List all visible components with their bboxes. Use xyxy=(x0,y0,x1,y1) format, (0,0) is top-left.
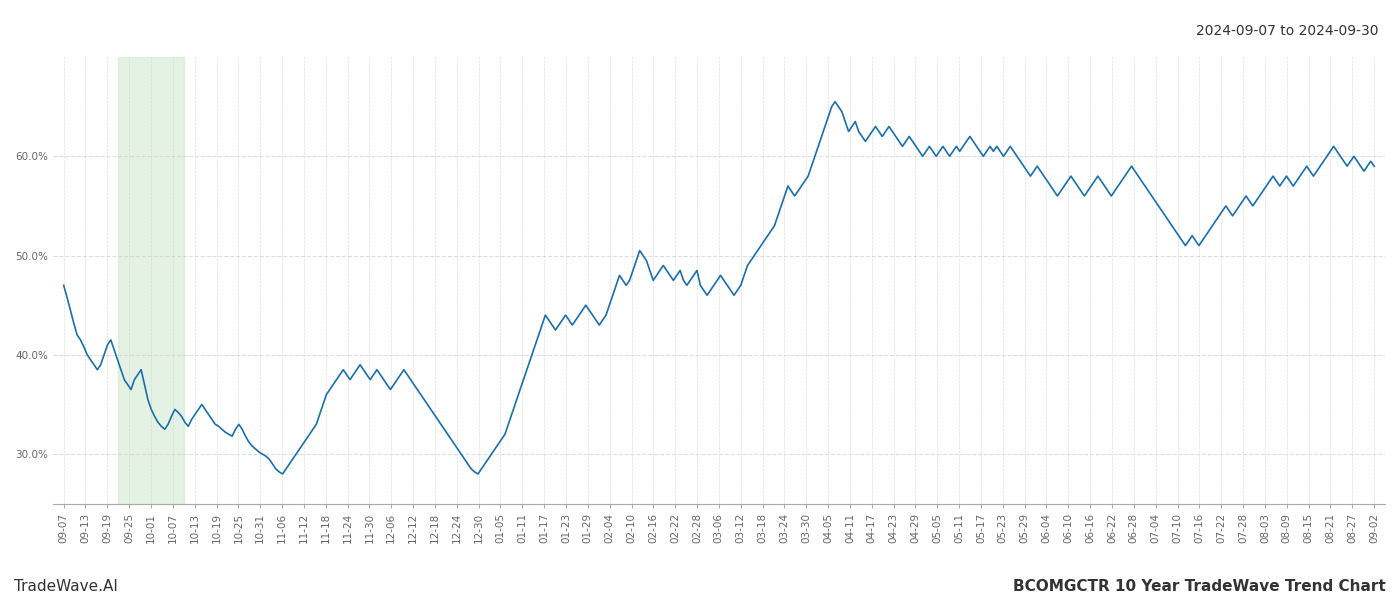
Text: 2024-09-07 to 2024-09-30: 2024-09-07 to 2024-09-30 xyxy=(1197,24,1379,38)
Bar xyxy=(118,57,183,504)
Text: TradeWave.AI: TradeWave.AI xyxy=(14,579,118,594)
Text: BCOMGCTR 10 Year TradeWave Trend Chart: BCOMGCTR 10 Year TradeWave Trend Chart xyxy=(1014,579,1386,594)
